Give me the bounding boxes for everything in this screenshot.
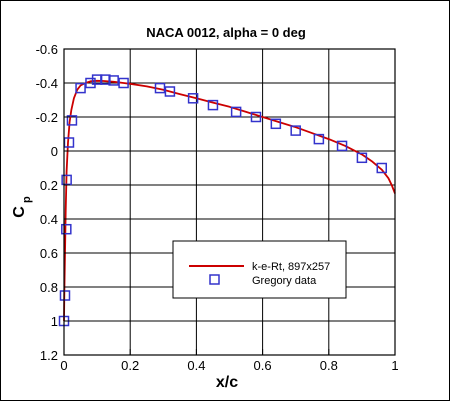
data-point-gregory xyxy=(118,77,129,89)
data-point-gregory xyxy=(187,93,199,104)
legend-box xyxy=(172,240,347,299)
data-point-gregory xyxy=(108,75,119,86)
x-tick-label: 0.8 xyxy=(320,358,338,373)
data-point-gregory xyxy=(230,106,242,118)
y-axis-label: C p xyxy=(11,196,33,218)
y-tick-label: -0.2 xyxy=(36,110,58,125)
legend-label-line: k-e-Rt, 897x257 xyxy=(252,261,330,273)
data-point-gregory xyxy=(164,86,176,97)
y-tick-label: 0 xyxy=(51,144,58,159)
data-point-gregory xyxy=(61,174,72,186)
y-tick-label: -0.6 xyxy=(36,42,58,57)
y-tick-label: 0.2 xyxy=(40,178,58,193)
y-tick-label: 1.2 xyxy=(40,348,58,363)
x-tick-label: 1 xyxy=(391,358,398,373)
y-tick-label: -0.4 xyxy=(36,76,58,91)
y-axis-label-subscript: p xyxy=(21,196,33,203)
y-tick-label: 0.8 xyxy=(40,280,58,295)
data-point-gregory xyxy=(61,223,72,235)
data-point-gregory xyxy=(336,140,348,152)
x-tick-label: 0.2 xyxy=(121,358,139,373)
chart-title: NACA 0012, alpha = 0 deg xyxy=(146,25,306,40)
x-tick-label: 0.6 xyxy=(254,358,272,373)
ticks xyxy=(63,48,396,356)
data-point-gregory xyxy=(66,115,78,126)
y-tick-label: 1 xyxy=(51,314,58,329)
data-point-gregory xyxy=(270,118,282,130)
legend-label-markers: Gregory data xyxy=(252,275,317,287)
data-point-gregory xyxy=(290,125,301,136)
data-point-gregory xyxy=(250,111,262,123)
legend: k-e-Rt, 897x257 Gregory data xyxy=(172,240,347,299)
y-axis-label-main: C xyxy=(11,206,28,218)
x-tick-label: 0.4 xyxy=(187,358,205,373)
series-line-k-e-rt xyxy=(63,79,396,322)
y-tick-label: 0.4 xyxy=(40,212,58,227)
y-tick-label: 0.6 xyxy=(40,246,58,261)
data-point-gregory xyxy=(376,162,388,174)
plot-area-frame xyxy=(63,48,396,356)
data-point-gregory xyxy=(313,133,325,145)
data-point-gregory xyxy=(75,82,86,94)
data-point-gregory xyxy=(356,152,368,164)
legend-marker-swatch xyxy=(209,274,220,285)
x-tick-label: 0 xyxy=(60,358,67,373)
data-point-gregory xyxy=(59,290,71,301)
data-point-gregory xyxy=(207,99,219,111)
tick-labels: 0 0.2 0.4 0.6 0.8 1 -0.6 -0.4 -0.2 0 0.2 0.4 0.6 0.8 1… xyxy=(36,42,399,373)
data-point-gregory xyxy=(154,82,166,94)
data-point-gregory xyxy=(85,77,96,89)
x-axis-label: x/c xyxy=(216,374,238,391)
